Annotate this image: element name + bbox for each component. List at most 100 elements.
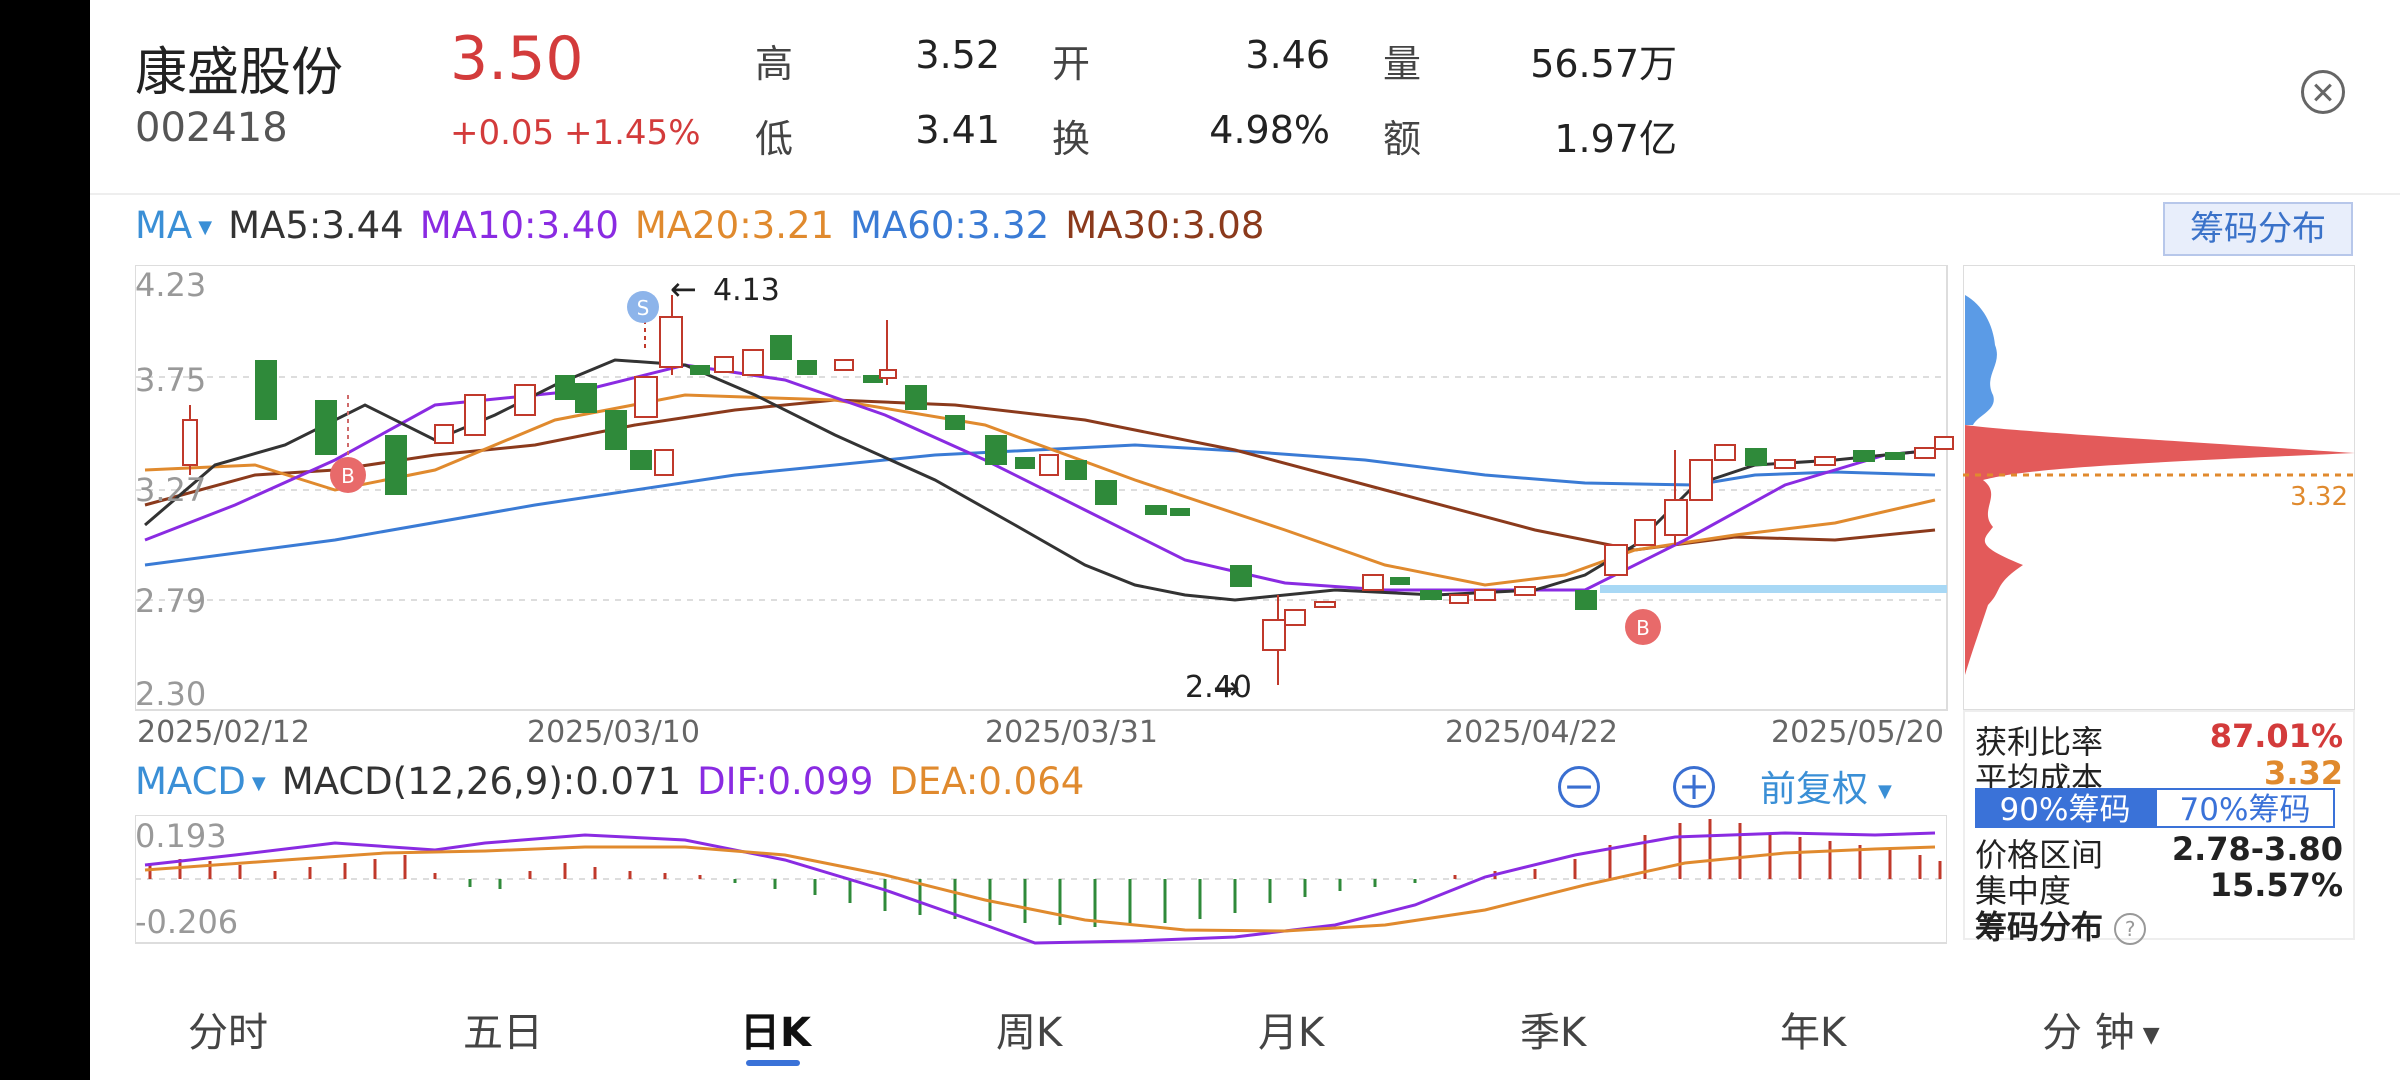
sell-signal-text: S	[637, 296, 650, 320]
buy-signal-marker	[330, 457, 366, 493]
kline-chart[interactable]: 4.23 3.75 3.27 2.79 2.30 2025/02/12 2025…	[135, 265, 2040, 755]
chip-90-button[interactable]: 90%筹码	[1975, 788, 2155, 828]
tab-monthly-k[interactable]: 月K	[1258, 1010, 1325, 1056]
adjust-label: 前复权	[1760, 769, 1869, 810]
profit-ratio-value: 87.01%	[2209, 717, 2343, 755]
low-annotation: 2.40	[1185, 670, 1252, 705]
caret-down-icon: ▼	[1878, 780, 1892, 802]
price-change: +0.05	[450, 113, 555, 153]
candle-up	[1449, 594, 1469, 604]
candle-down	[555, 375, 575, 400]
candle-up	[1362, 574, 1384, 591]
volume-value: 56.57万	[1530, 42, 1677, 86]
sell-signal-marker	[627, 291, 659, 323]
x-label: 2025/05/20	[1771, 715, 1944, 750]
x-label: 2025/03/31	[985, 715, 1158, 750]
close-icon[interactable]	[2301, 70, 2345, 114]
zoom-out-icon[interactable]: −	[1558, 766, 1600, 808]
chip-distribution-button[interactable]: 筹码分布	[2163, 202, 2353, 256]
ma60-line	[144, 443, 1936, 567]
candle-down	[690, 365, 710, 375]
candle-down	[385, 435, 407, 495]
candle-down	[1745, 448, 1767, 466]
candle-down	[575, 383, 597, 413]
low-label: 低	[755, 117, 794, 161]
tab-minute[interactable]: 分 钟 ▼	[2042, 1000, 2160, 1058]
candle-down	[1230, 565, 1252, 587]
ma30-value: MA30:3.08	[1065, 204, 1265, 247]
chip-70-button[interactable]: 70%筹码	[2155, 788, 2335, 828]
zoom-in-icon[interactable]: +	[1673, 766, 1715, 808]
open-label: 开	[1052, 42, 1091, 86]
help-icon[interactable]: ?	[2114, 913, 2147, 945]
macd-selector-label: MACD	[135, 760, 246, 803]
chip-footer-label: 筹码分布	[1975, 908, 2104, 946]
candle-up	[714, 356, 734, 373]
candle-down	[605, 410, 627, 450]
candle-down	[1575, 590, 1597, 610]
candle-down	[905, 385, 927, 410]
candle-up	[1814, 456, 1836, 466]
candle-down	[1095, 480, 1117, 505]
adjust-selector[interactable]: 前复权 ▼	[1760, 760, 1892, 812]
candle-up	[1284, 609, 1306, 626]
candle-up	[742, 349, 764, 376]
tab-weekly-k[interactable]: 周K	[996, 1010, 1063, 1056]
tab-minute-label: 分 钟	[2042, 1010, 2135, 1056]
candle-up	[1689, 459, 1713, 501]
y-label: 4.23	[135, 266, 206, 304]
low-value: 3.41	[915, 108, 1000, 152]
ma-selector[interactable]: MA ▼	[135, 204, 212, 247]
candle-up	[1039, 454, 1059, 476]
support-band	[1600, 585, 1947, 593]
macd-chart[interactable]: 0.193 -0.206	[135, 815, 1947, 945]
tab-yearly-k[interactable]: 年K	[1780, 1010, 1847, 1056]
x-label: 2025/03/10	[527, 715, 700, 750]
macd-selector[interactable]: MACD ▼	[135, 760, 266, 803]
caret-down-icon: ▼	[198, 217, 213, 238]
tab-daily-k[interactable]: 日K	[740, 1010, 811, 1056]
candle-up	[464, 394, 486, 436]
caret-down-icon: ▼	[251, 773, 266, 794]
volume-label: 量	[1383, 42, 1422, 86]
chip-profile-red	[1965, 425, 2355, 675]
candle-up	[1262, 595, 1286, 685]
stock-detail-panel: 康盛股份 002418 3.50 +0.05 +1.45% 高 3.52 低 3…	[90, 0, 2400, 1080]
tab-five-day[interactable]: 五日	[463, 1010, 543, 1056]
price-range-label: 价格区间	[1975, 836, 2104, 874]
buy-signal-marker	[1625, 609, 1661, 645]
candle-down	[1853, 450, 1875, 462]
candle-down	[255, 360, 277, 420]
amount-label: 额	[1383, 117, 1422, 161]
macd-value: MACD(12,26,9):0.071	[281, 760, 682, 803]
high-value: 3.52	[915, 33, 1000, 77]
ma5-value: MA5:3.44	[228, 204, 404, 247]
chip-footer: 筹码分布 ?	[1975, 902, 2147, 948]
turnover-label: 换	[1052, 117, 1091, 161]
y-label: 3.27	[135, 471, 206, 509]
candle-up	[834, 359, 854, 371]
y-label: 2.30	[135, 675, 206, 713]
candle-up	[514, 384, 536, 416]
buy-signal-text: B	[1636, 616, 1650, 640]
kline-candles	[182, 295, 1954, 685]
tab-quarterly-k[interactable]: 季K	[1520, 1010, 1587, 1056]
candle-down	[1170, 508, 1190, 516]
stock-code: 002418	[135, 105, 288, 151]
turnover-value: 4.98%	[1209, 108, 1330, 152]
ma-selector-label: MA	[135, 204, 193, 247]
candle-up	[1774, 459, 1796, 469]
tab-intraday[interactable]: 分时	[188, 1010, 268, 1056]
high-label: 高	[755, 42, 794, 86]
macd-y-label: 0.193	[135, 817, 227, 855]
macd-indicator-bar: MACD ▼ MACD(12,26,9):0.071 DIF:0.099 DEA:…	[135, 760, 1084, 803]
candle-up	[1664, 450, 1688, 545]
active-tab-indicator	[746, 1060, 800, 1066]
high-arrow: ←	[670, 270, 697, 308]
candle-up	[879, 320, 897, 385]
avg-cost-value: 3.32	[2264, 754, 2343, 792]
candle-down	[985, 435, 1007, 465]
dif-value: DIF:0.099	[697, 760, 874, 803]
macd-y-label: -0.206	[135, 903, 238, 941]
candle-up	[659, 295, 683, 375]
